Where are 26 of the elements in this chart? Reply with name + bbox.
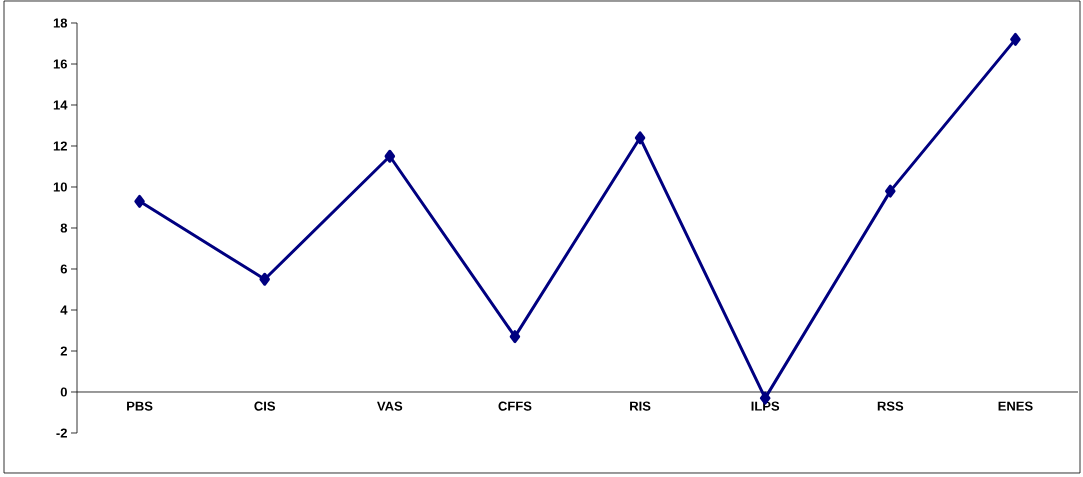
y-tick-label: 4 — [60, 305, 68, 315]
x-tick-label: ILPS — [751, 401, 780, 411]
point — [885, 184, 896, 198]
point — [509, 330, 521, 344]
point — [634, 131, 646, 145]
x-tick-label: CFFS — [498, 401, 532, 411]
y-tick-label: 16 — [53, 59, 67, 69]
y-tick-label: 2 — [60, 346, 67, 356]
point — [384, 149, 396, 163]
y-tick-label: 6 — [60, 264, 67, 274]
x-tick-label: RSS — [877, 401, 904, 411]
x-tick-label: PBS — [127, 401, 153, 411]
y-tick-label: -2 — [56, 428, 67, 438]
point — [1010, 32, 1021, 46]
y-tick-label: 8 — [60, 223, 68, 233]
y-tick-label: 14 — [53, 100, 68, 110]
y-tick-label: 0 — [60, 387, 67, 397]
point — [134, 194, 145, 208]
y-tick-label: 18 — [53, 18, 68, 28]
point — [259, 272, 270, 286]
x-tick-label: ENES — [998, 401, 1033, 411]
x-tick-label: CIS — [254, 401, 276, 411]
x-tick-label: VAS — [377, 401, 403, 411]
y-tick-label: 12 — [53, 141, 67, 151]
y-tick-label: 10 — [53, 182, 67, 192]
x-tick-label: RIS — [630, 401, 651, 411]
